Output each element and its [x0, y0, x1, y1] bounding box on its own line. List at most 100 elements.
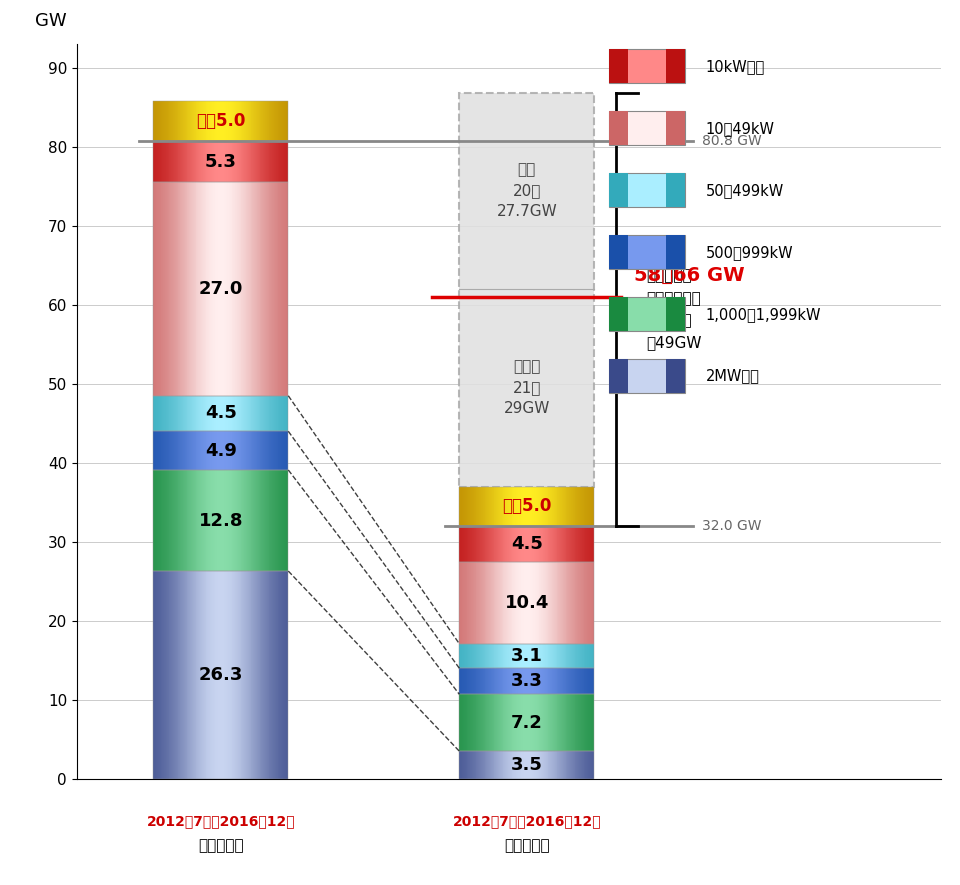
Bar [459, 695, 461, 751]
Bar [566, 695, 567, 751]
Bar [493, 751, 494, 779]
Bar [179, 141, 180, 182]
Bar [227, 141, 228, 182]
Bar [154, 431, 288, 470]
Bar [497, 526, 498, 562]
Bar [541, 643, 542, 668]
Bar [580, 668, 581, 695]
Bar [209, 182, 210, 396]
Bar [590, 643, 591, 668]
Bar [212, 141, 213, 182]
Bar [271, 396, 273, 431]
Bar [514, 562, 515, 643]
Bar [461, 668, 462, 695]
Bar [222, 182, 223, 396]
Bar [193, 141, 194, 182]
Bar [517, 751, 518, 779]
Bar [200, 182, 202, 396]
Bar [172, 182, 173, 396]
Bar [471, 526, 472, 562]
Bar [574, 487, 576, 526]
Bar [483, 643, 484, 668]
Bar [554, 487, 555, 526]
Bar [570, 751, 571, 779]
Bar [541, 562, 542, 643]
Bar [233, 431, 234, 470]
Bar [282, 571, 283, 779]
Bar [559, 562, 560, 643]
Bar [480, 643, 481, 668]
Bar [247, 571, 248, 779]
Bar [530, 695, 532, 751]
Bar [512, 695, 513, 751]
Bar [530, 751, 531, 779]
Bar [192, 470, 193, 571]
Bar [482, 487, 483, 526]
Bar [477, 668, 478, 695]
Bar [187, 182, 188, 396]
Bar [286, 396, 288, 431]
Bar [193, 571, 194, 779]
Bar [590, 695, 591, 751]
Bar [158, 470, 159, 571]
Bar [524, 643, 525, 668]
Bar [186, 101, 188, 141]
Bar [160, 571, 161, 779]
Bar [215, 470, 216, 571]
Bar [189, 141, 190, 182]
Bar [182, 141, 183, 182]
Bar [178, 470, 179, 571]
Bar [228, 470, 230, 571]
Bar [477, 487, 478, 526]
Bar [187, 396, 188, 431]
Bar [258, 141, 259, 182]
Bar [168, 396, 169, 431]
Bar [517, 668, 518, 695]
Bar [257, 101, 259, 141]
Bar [475, 562, 476, 643]
Bar [213, 182, 215, 396]
Bar [155, 141, 156, 182]
Bar [286, 141, 287, 182]
Bar [522, 695, 523, 751]
Bar [262, 431, 263, 470]
Bar [523, 562, 524, 643]
Bar [272, 182, 274, 396]
Bar [579, 526, 580, 562]
Bar [194, 182, 195, 396]
Bar [243, 101, 245, 141]
Bar [164, 182, 165, 396]
Bar [582, 526, 583, 562]
Bar [175, 101, 176, 141]
Bar [517, 643, 518, 668]
Bar [259, 431, 260, 470]
Bar [202, 396, 203, 431]
Bar [164, 101, 165, 141]
Bar [228, 396, 230, 431]
Bar [469, 562, 470, 643]
Bar [266, 101, 267, 141]
Bar [277, 431, 278, 470]
Bar [180, 431, 181, 470]
Bar [559, 643, 560, 668]
Bar [265, 431, 266, 470]
Bar [586, 526, 587, 562]
Bar [464, 562, 465, 643]
Bar [221, 182, 222, 396]
Bar [206, 182, 207, 396]
Text: 4.9: 4.9 [204, 442, 237, 459]
Bar [466, 526, 467, 562]
Bar [228, 470, 229, 571]
Bar [258, 396, 259, 431]
Bar [539, 668, 540, 695]
Bar [588, 751, 590, 779]
Bar [477, 562, 478, 643]
Bar [567, 695, 568, 751]
Bar [576, 562, 577, 643]
Bar [167, 141, 168, 182]
Bar [198, 470, 199, 571]
Bar [269, 396, 270, 431]
Bar [197, 396, 198, 431]
Bar [515, 562, 516, 643]
Bar [259, 396, 260, 431]
